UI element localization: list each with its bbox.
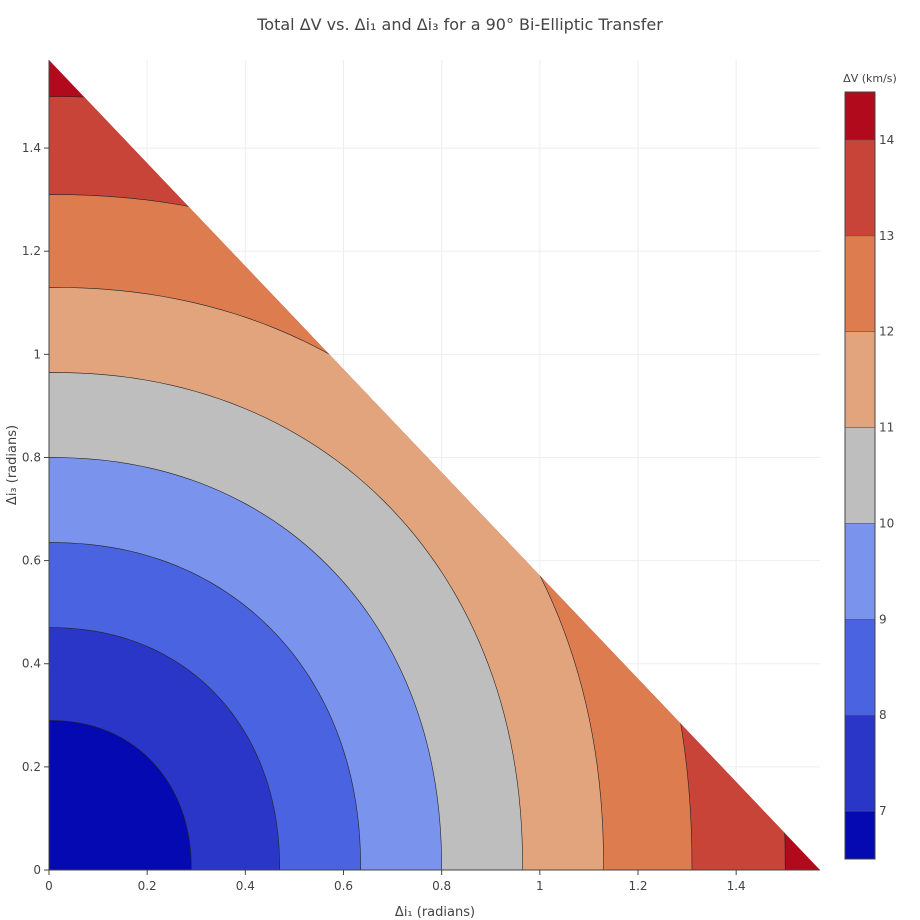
colorbar-tick-label: 8	[879, 708, 887, 722]
colorbar-tick-label: 7	[879, 804, 887, 818]
y-axis-title: Δi₃ (radians)	[5, 425, 20, 505]
colorbar-swatch-7-8	[844, 714, 876, 812]
contour-band-6.5-7	[49, 720, 192, 870]
y-tick-label: 0	[33, 863, 41, 877]
x-tick-label: 1	[536, 879, 544, 893]
colorbar-title: ΔV (km/s)	[843, 72, 897, 85]
colorbar: 7 8 9 10 11 12 13 14	[844, 91, 894, 860]
colorbar-swatch-12-13	[844, 235, 876, 332]
colorbar-tick-label: 11	[879, 421, 894, 435]
x-tick-label: 0.4	[236, 879, 255, 893]
y-tick-label: 1	[33, 347, 41, 361]
x-tick-label: 0.2	[138, 879, 157, 893]
contour-fill	[49, 60, 820, 870]
x-tick-label: 1.4	[727, 879, 746, 893]
x-axis-title: Δi₁ (radians)	[395, 905, 475, 920]
colorbar-swatch-10-11	[844, 427, 876, 524]
colorbar-swatch-13-14	[844, 139, 876, 237]
chart-title: Total ΔV vs. Δi₁ and Δi₃ for a 90° Bi-El…	[256, 15, 663, 34]
y-tick-label: 0.2	[22, 760, 41, 774]
x-tick-label: 1.2	[628, 879, 647, 893]
axes: 0 0.2 0.4 0.6 0.8 1 1.2 1.4 0 0.2 0.4 0.6 0.8 1 1.2 1.4	[22, 60, 820, 893]
colorbar-swatch-6.5-7	[844, 810, 876, 860]
x-tick-label: 0	[45, 879, 53, 893]
x-tick-label: 0.8	[432, 879, 451, 893]
colorbar-tick-label: 10	[879, 516, 894, 530]
y-tick-label: 0.4	[22, 657, 41, 671]
y-tick-label: 0.6	[22, 554, 41, 568]
colorbar-swatch-8-9	[844, 619, 876, 716]
colorbar-tick-label: 12	[879, 325, 894, 339]
x-tick-label: 0.6	[334, 879, 353, 893]
colorbar-swatch-14-14.5	[844, 91, 876, 141]
y-tick-label: 1.4	[22, 141, 41, 155]
colorbar-outline	[844, 91, 876, 860]
colorbar-tick-label: 9	[879, 612, 887, 626]
colorbar-tick-label: 13	[879, 229, 894, 243]
colorbar-tick-label: 14	[879, 133, 894, 147]
colorbar-swatch-9-10	[844, 523, 876, 620]
y-tick-label: 0.8	[22, 450, 41, 464]
colorbar-swatch-11-12	[844, 331, 876, 428]
y-tick-label: 1.2	[22, 244, 41, 258]
